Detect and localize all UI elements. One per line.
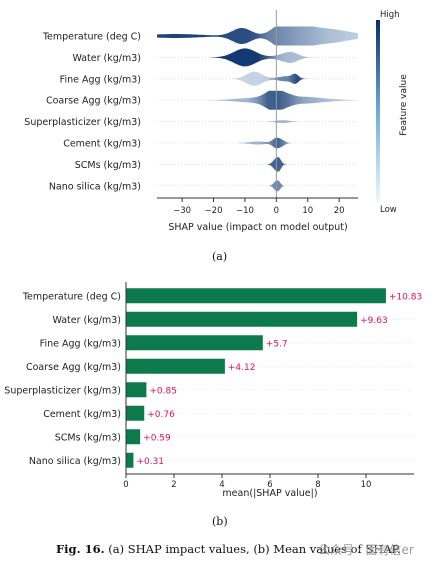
colorbar: [376, 20, 380, 202]
bar-value-label: +0.85: [149, 386, 177, 396]
bar-value-label: +10.83: [389, 292, 422, 302]
bar: [126, 288, 386, 304]
panel-b-label: (b): [212, 515, 228, 528]
violin-fine: [157, 71, 358, 86]
watermark: 公众号 · 面有信er: [318, 543, 414, 557]
bar-value-label: +0.76: [147, 410, 175, 420]
category-label: Fine Agg (kg/m3): [40, 338, 121, 349]
bar: [126, 335, 263, 351]
figure-caption: Fig. 16. (a) SHAP impact values, (b) Mea…: [56, 542, 401, 556]
category-label: SCMs (kg/m3): [55, 432, 121, 443]
category-label: Temperature (deg C): [22, 291, 121, 302]
violin-temperature: [157, 26, 358, 46]
bar: [126, 405, 145, 421]
category-label: Water (kg/m3): [52, 315, 121, 326]
category-label: Cement (kg/m3): [43, 409, 121, 420]
bar-value-label: +9.63: [360, 316, 388, 326]
mean-shap-bar-chart: Temperature (deg C) Water (kg/m3) Fine Agg…: [4, 282, 422, 499]
bar: [126, 429, 141, 445]
feature-label: Temperature (deg C): [42, 32, 141, 43]
x-tick-label: 20: [334, 206, 345, 216]
x-tick-label: 2: [171, 480, 176, 490]
bar-value-label: +4.12: [228, 363, 256, 373]
bar-value-label: +5.7: [266, 339, 288, 349]
panel-a-label: (a): [212, 250, 228, 263]
bar: [126, 382, 147, 398]
caption-text: (a) SHAP impact values, (b) Mean values …: [108, 542, 401, 556]
x-tick-label: 10: [361, 480, 372, 490]
colorbar-title: Feature value: [399, 74, 409, 136]
bar: [126, 452, 134, 468]
shap-violin-chart: Temperature (deg C) Water (kg/m3) Fine Agg…: [24, 10, 409, 233]
colorbar-low-label: Low: [380, 205, 397, 215]
category-label: Coarse Agg (kg/m3): [26, 362, 121, 373]
x-tick-label: 6: [267, 480, 272, 490]
feature-label: Cement (kg/m3): [63, 139, 141, 150]
bar-value-label: +0.31: [136, 457, 164, 467]
violin-coarse: [157, 90, 358, 110]
colorbar-high-label: High: [380, 10, 400, 20]
x-tick-label: 10: [302, 206, 313, 216]
x-axis-label: SHAP value (impact on model output): [168, 222, 347, 233]
violin-water: [157, 48, 358, 67]
x-tick-label: 8: [315, 480, 320, 490]
bar-value-label: +0.59: [143, 433, 171, 443]
feature-label: Fine Agg (kg/m3): [60, 74, 141, 85]
feature-label: Superplasticizer (kg/m3): [24, 117, 141, 128]
category-label: Nano silica (kg/m3): [29, 456, 121, 467]
bar: [126, 358, 225, 374]
violin-cement: [157, 137, 358, 149]
feature-label: Water (kg/m3): [72, 53, 141, 64]
figure-number: Fig. 16.: [56, 542, 105, 556]
x-tick-label: 0: [123, 480, 128, 490]
feature-label: Nano silica (kg/m3): [49, 181, 141, 192]
category-label: Superplasticizer (kg/m3): [4, 385, 121, 396]
feature-label: SCMs (kg/m3): [75, 160, 141, 171]
x-axis-label: mean(|SHAP value|): [222, 488, 317, 499]
bar: [126, 311, 358, 327]
x-tick-label: −30: [173, 206, 191, 216]
x-tick-label: 4: [219, 480, 224, 490]
feature-label: Coarse Agg (kg/m3): [46, 96, 141, 107]
x-tick-label: −10: [236, 206, 254, 216]
x-tick-label: 0: [274, 206, 279, 216]
x-tick-label: −20: [205, 206, 223, 216]
